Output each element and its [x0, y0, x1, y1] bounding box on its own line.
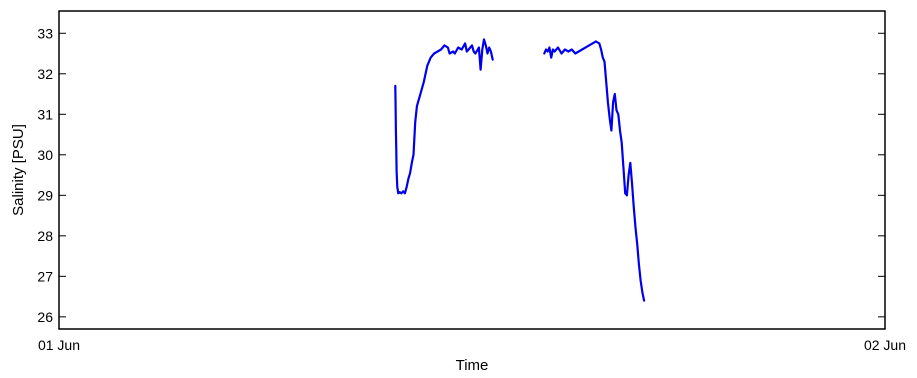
y-tick-label: 28: [37, 228, 53, 244]
x-tick-label: 01 Jun: [38, 337, 80, 353]
x-tick-label: 02 Jun: [864, 337, 906, 353]
y-tick-label: 31: [37, 106, 53, 122]
y-tick-label: 26: [37, 309, 53, 325]
y-axis-label: Salinity [PSU]: [10, 124, 27, 216]
series-layer: [394, 38, 646, 302]
y-tick-label: 27: [37, 268, 53, 284]
plot-frame: [58, 10, 886, 330]
series-line-1: [394, 38, 494, 195]
y-tick-label: 30: [37, 147, 53, 163]
y-tick-label: 33: [37, 25, 53, 41]
y-tick-label: 32: [37, 66, 53, 82]
y-tick-label: 29: [37, 187, 53, 203]
series-line-2: [543, 40, 646, 302]
x-axis-label: Time: [456, 357, 489, 374]
ticks-layer: 26 27 28 29 30 31 32 33 01 Jun 02 Jun: [37, 11, 906, 353]
